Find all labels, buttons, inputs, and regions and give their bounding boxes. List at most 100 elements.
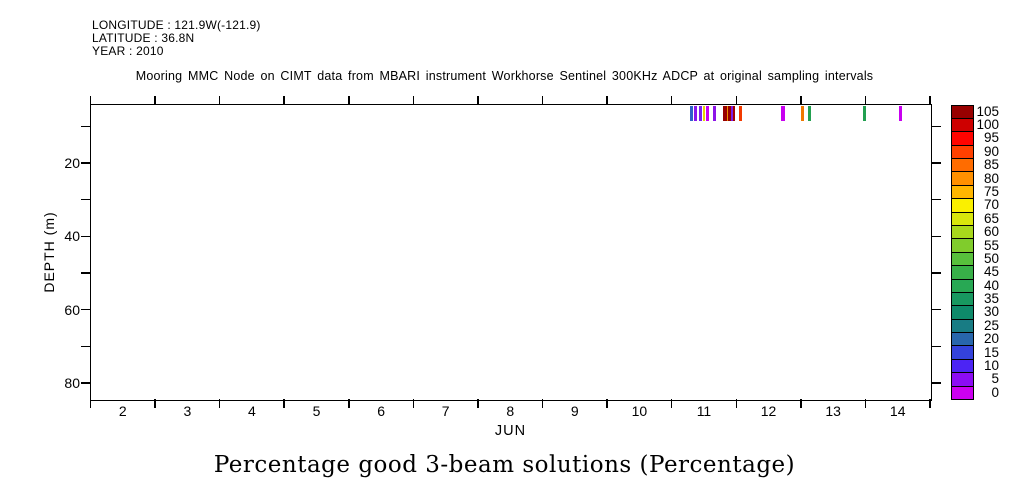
- colorbar-tick-label: 40: [983, 277, 999, 293]
- x-tick-label: 4: [248, 403, 256, 419]
- x-axis-tick: [154, 399, 156, 408]
- x-tick-label: 5: [312, 403, 321, 419]
- data-bar: [801, 105, 805, 122]
- x-axis-tick: [929, 399, 931, 408]
- data-bar: [781, 105, 786, 122]
- x-tick-label: 3: [183, 403, 192, 419]
- y-axis-right-minor-tick: [931, 272, 941, 274]
- x-axis-tick: [283, 399, 285, 408]
- colorbar-tick-label: 100: [976, 117, 999, 133]
- colorbar-tick-label: 60: [983, 224, 999, 240]
- y-tick-label: 80: [64, 374, 80, 391]
- colorbar-tick-label: 15: [983, 344, 999, 360]
- y-axis-right-tick: [931, 162, 941, 164]
- x-tick-label: 7: [441, 403, 450, 419]
- data-bar: [731, 105, 734, 122]
- x-axis-top-tick: [154, 96, 156, 105]
- colorbar-tick-label: 55: [983, 237, 999, 253]
- colorbar-tick-label: 50: [983, 250, 999, 266]
- data-bar: [705, 105, 709, 122]
- colorbar-tick-label: 90: [983, 143, 999, 159]
- data-bar: [733, 105, 736, 122]
- colorbar-tick-label: 20: [983, 331, 999, 347]
- y-tick-label: 20: [64, 155, 80, 172]
- x-tick-label: 11: [696, 403, 712, 419]
- x-tick-label: 9: [570, 403, 579, 419]
- y-axis-minor-tick: [81, 198, 91, 201]
- y-axis-right-minor-tick: [931, 345, 941, 347]
- x-axis-tick: [735, 399, 738, 408]
- colorbar-tick-label: 95: [983, 130, 999, 146]
- x-axis-tick: [89, 399, 92, 408]
- y-axis-tick: [81, 235, 91, 238]
- x-axis-top-tick: [670, 96, 673, 105]
- colorbar-tick-label: 85: [983, 157, 999, 173]
- y-axis-right-tick: [931, 308, 941, 311]
- x-axis-top-tick: [541, 96, 544, 105]
- x-axis-top-tick: [283, 96, 285, 105]
- x-tick-label: 8: [506, 403, 515, 419]
- x-axis-top-tick: [864, 96, 867, 105]
- x-axis-top-tick: [218, 96, 221, 105]
- x-tick-label: 6: [377, 403, 385, 419]
- data-bar: [723, 105, 728, 122]
- x-axis-top-tick: [929, 96, 931, 105]
- plot-title: Mooring MMC Node on CIMT data from MBARI…: [135, 69, 874, 83]
- data-bar: [703, 105, 705, 122]
- y-axis-tick: [81, 162, 91, 164]
- colorbar-tick-label: 35: [983, 291, 999, 307]
- y-axis-right-minor-tick: [931, 198, 941, 201]
- x-axis-tick: [800, 399, 802, 408]
- x-axis-tick: [348, 399, 350, 408]
- x-axis-top-tick: [412, 96, 415, 105]
- y-axis-tick: [81, 308, 91, 311]
- x-axis-top-tick: [477, 96, 479, 105]
- colorbar-tick-label: 65: [983, 210, 999, 226]
- colorbar-tick-label: 75: [983, 184, 999, 199]
- y-tick-label: 60: [64, 301, 80, 318]
- colorbar-tick-label: 70: [983, 197, 999, 213]
- x-axis-top-tick: [735, 96, 738, 105]
- data-bar: [808, 105, 812, 122]
- data-bar: [738, 105, 742, 122]
- x-axis-tick: [218, 399, 221, 408]
- x-tick-label: 2: [118, 403, 127, 419]
- colorbar-tick-label: 25: [983, 317, 999, 333]
- latitude-label: LATITUDE : 36.8N: [92, 31, 195, 45]
- y-axis-title: DEPTH (m): [41, 211, 57, 293]
- y-tick-label: 40: [64, 228, 80, 245]
- x-tick-label: 14: [889, 403, 906, 419]
- data-bar: [690, 105, 694, 122]
- x-tick-label: 13: [825, 403, 841, 419]
- y-axis-right-tick: [931, 235, 941, 238]
- y-axis-minor-tick: [81, 125, 91, 128]
- data-bar: [862, 105, 866, 122]
- x-tick-label: 10: [631, 403, 648, 419]
- data-bar: [694, 105, 698, 122]
- x-axis-tick: [541, 399, 544, 408]
- colorbar-tick-label: 0: [991, 384, 999, 400]
- y-axis-minor-tick: [81, 345, 91, 347]
- x-axis-top-tick: [800, 96, 802, 105]
- colorbar-tick-label: 80: [983, 170, 999, 186]
- data-bar: [898, 105, 902, 122]
- x-axis-top-tick: [606, 96, 608, 105]
- data-bar: [727, 105, 729, 122]
- y-axis-right-minor-tick: [931, 125, 941, 128]
- colorbar-tick-label: 5: [991, 371, 999, 387]
- data-bar: [728, 105, 732, 122]
- colorbar-tick-label: 30: [983, 304, 999, 320]
- x-axis-tick: [412, 399, 415, 408]
- year-label: YEAR : 2010: [92, 44, 164, 58]
- colorbar-tick-label: 105: [976, 103, 999, 119]
- y-axis-minor-tick: [81, 272, 91, 274]
- x-axis-top-tick: [89, 96, 92, 105]
- colorbar-tick-label: 45: [983, 264, 999, 280]
- y-axis-right-tick: [931, 382, 941, 384]
- x-axis-title: JUN: [494, 423, 527, 439]
- x-axis-tick: [670, 399, 673, 408]
- data-bar: [713, 105, 717, 122]
- x-tick-label: 12: [760, 403, 777, 419]
- plot-frame: [89, 103, 932, 401]
